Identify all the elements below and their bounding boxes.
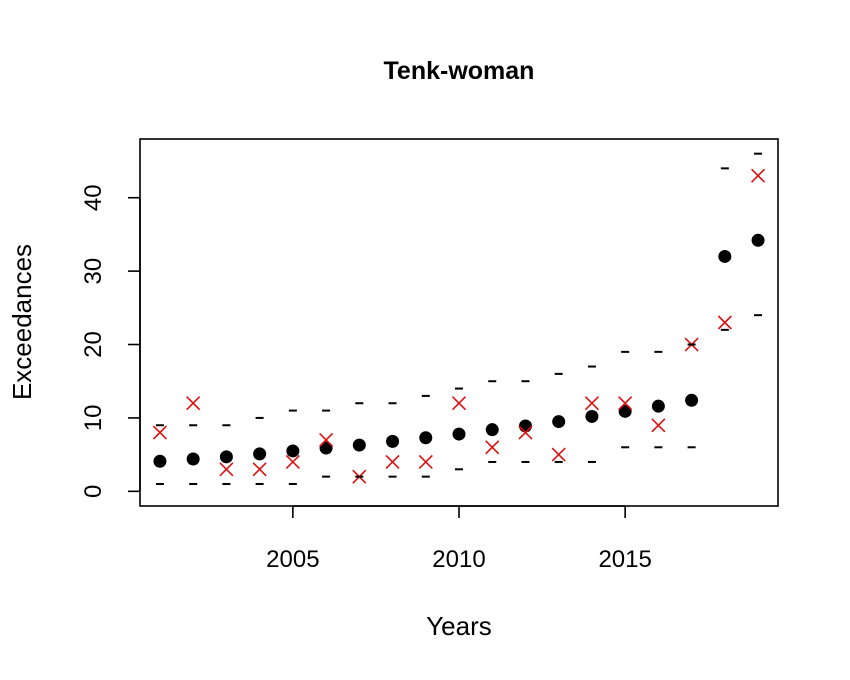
x-axis: 2005 2010 2015	[266, 505, 652, 573]
y-tick-label: 10	[80, 405, 107, 432]
chart-title: Tenk-woman	[384, 57, 535, 85]
data-point-circle	[518, 419, 532, 433]
data-point-circle	[419, 431, 433, 445]
data-point-cross	[551, 447, 566, 462]
data-point-circle	[552, 415, 566, 429]
data-point-cross	[319, 432, 334, 448]
data-point-cross	[418, 454, 433, 470]
data-point-cross	[717, 315, 732, 330]
data-point-circle	[386, 434, 400, 448]
data-point-cross	[750, 168, 766, 183]
y-axis-label: Exceedances	[7, 244, 37, 400]
x-tick-label: 2015	[598, 546, 651, 573]
x-tick-label: 2010	[432, 546, 485, 573]
data-point-circle	[485, 423, 499, 437]
series-0-filled-circle	[153, 233, 765, 468]
data-point-cross	[651, 418, 666, 433]
plot-frame	[139, 138, 779, 507]
data-point-cross	[285, 454, 300, 470]
data-point-circle	[651, 399, 665, 413]
data-point-cross	[518, 425, 533, 440]
y-axis: 0 10 20 30 40	[80, 184, 141, 498]
x-tick-label: 2005	[266, 546, 319, 573]
y-tick-label: 20	[80, 331, 107, 358]
series-3-dash	[155, 314, 763, 485]
data-point-circle	[186, 452, 200, 466]
data-point-circle	[286, 444, 300, 458]
data-point-circle	[452, 427, 466, 441]
series-2-dash	[155, 152, 763, 427]
x-axis-label: Years	[426, 611, 492, 641]
data-point-cross	[618, 396, 633, 411]
data-point-circle	[751, 233, 765, 247]
data-point-circle	[319, 441, 333, 455]
y-tick-label: 30	[80, 258, 107, 285]
data-point-circle	[352, 438, 366, 452]
data-point-cross	[385, 454, 400, 470]
data-point-circle	[718, 249, 732, 263]
data-point-circle	[618, 404, 632, 418]
y-tick-label: 40	[80, 184, 107, 211]
data-point-cross	[152, 425, 168, 440]
data-point-circle	[153, 454, 167, 468]
data-point-cross	[252, 462, 267, 477]
data-point-cross	[451, 396, 467, 411]
y-tick-label: 0	[80, 485, 107, 498]
data-point-circle	[685, 393, 699, 407]
data-point-cross	[485, 440, 500, 455]
data-point-cross	[584, 396, 599, 411]
data-point-cross	[186, 396, 201, 411]
data-point-circle	[253, 447, 267, 461]
data-point-circle	[219, 450, 233, 464]
data-point-circle	[585, 409, 599, 423]
chart-marks	[152, 152, 766, 485]
data-point-cross	[219, 462, 234, 477]
